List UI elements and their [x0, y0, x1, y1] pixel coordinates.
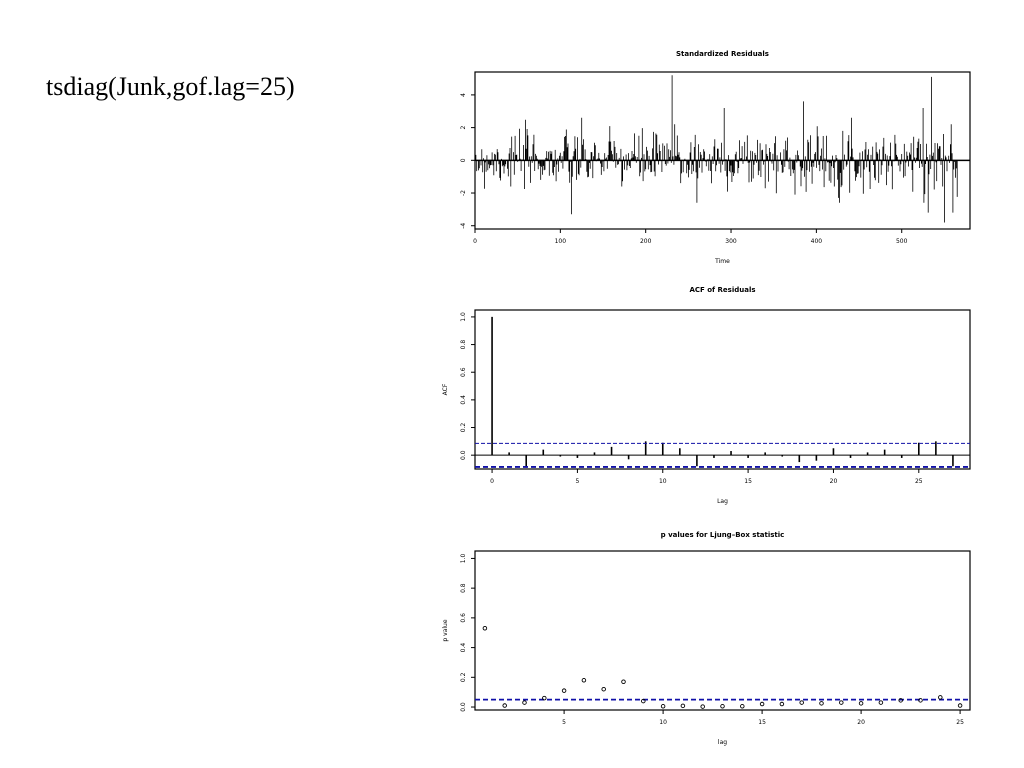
x-tick-label: 20	[857, 719, 865, 726]
y-tick-label: -4	[460, 223, 467, 229]
x-tick-label: 20	[830, 478, 838, 485]
x-tick-label: 25	[956, 719, 964, 726]
p-value-point	[938, 695, 943, 700]
x-tick-label: 0	[473, 238, 477, 245]
y-tick-label: 0.2	[460, 672, 467, 682]
standardized-residuals-panel: Standardized Residuals Time 0 100 200 300 400 5…	[460, 50, 971, 265]
p-value-point	[779, 701, 785, 707]
residual-series	[474, 75, 958, 223]
y-tick-label: 1.0	[460, 312, 467, 322]
p-value-point	[839, 700, 844, 705]
plot-frame	[474, 550, 971, 711]
x-tick-label: 15	[758, 719, 766, 726]
p-value-point	[680, 703, 686, 709]
p-value-point	[819, 701, 824, 706]
y-tick-label: 1.0	[460, 553, 467, 563]
command-text: tsdiag(Junk,gof.lag=25)	[46, 72, 295, 101]
x-tick-label: 5	[562, 719, 566, 726]
x-tick-label: 10	[659, 478, 667, 485]
x-tick-label: 500	[896, 238, 908, 245]
x-tick-label: 400	[811, 238, 823, 245]
x-tick-label: 200	[640, 238, 652, 245]
ljung-box-panel: p values for Ljung–Box statistic lag p val…	[442, 531, 971, 746]
acf-residuals-panel: ACF of Residuals Lag ACF 0 5 10 15 20 25 0.0 0.2 0.…	[442, 286, 971, 505]
p-value-point	[482, 626, 488, 631]
p-value-point	[700, 704, 705, 709]
y-tick-label: 0.8	[460, 340, 467, 350]
x-tick-label: 300	[725, 238, 737, 245]
y-tick-label: -2	[460, 190, 467, 196]
p-value-point	[542, 695, 547, 701]
p-value-point	[561, 688, 567, 693]
y-tick-label: 0.4	[460, 643, 467, 653]
p-value-point	[799, 700, 804, 705]
chart-title: p values for Ljung–Box statistic	[661, 531, 785, 539]
p-value-point	[858, 701, 864, 706]
x-tick-label: 100	[555, 238, 567, 245]
y-tick-label: 4	[460, 93, 467, 97]
p-value-point	[740, 704, 745, 709]
y-tick-label: 0.0	[460, 702, 467, 712]
x-tick-label: 25	[915, 478, 923, 485]
chart-title: Standardized Residuals	[676, 50, 769, 58]
y-tick-label: 2	[460, 126, 467, 130]
y-tick-label: 0.6	[460, 613, 467, 623]
y-tick-label: 0.0	[460, 450, 467, 460]
y-tick-label: 0.6	[460, 367, 467, 377]
p-value-point	[502, 703, 507, 708]
p-value-point	[581, 678, 587, 683]
x-axis-label: lag	[718, 739, 727, 746]
x-tick-label: 5	[575, 478, 579, 485]
y-axis-label: p value	[442, 619, 449, 641]
p-value-point	[660, 704, 666, 709]
y-tick-label: 0.2	[460, 423, 467, 433]
p-value-point	[957, 703, 963, 708]
chart-title: ACF of Residuals	[689, 286, 755, 294]
p-value-point	[878, 700, 884, 705]
y-tick-label: 0	[460, 158, 467, 162]
p-value-point	[918, 698, 923, 703]
y-tick-label: 0.8	[460, 583, 467, 593]
x-tick-label: 15	[744, 478, 752, 485]
p-value-point	[898, 698, 903, 703]
p-value-point	[720, 704, 725, 709]
x-axis-label: Time	[714, 258, 730, 265]
p-value-point	[641, 698, 646, 704]
p-value-point	[601, 686, 606, 692]
plot-frame	[474, 309, 971, 470]
p-value-point	[759, 701, 765, 707]
x-tick-label: 10	[659, 719, 667, 726]
y-axis-label: ACF	[442, 383, 449, 395]
x-axis-label: Lag	[717, 498, 728, 505]
y-tick-label: 0.4	[460, 395, 467, 405]
x-tick-label: 0	[490, 478, 494, 485]
p-value-point	[522, 700, 527, 705]
p-value-point	[621, 679, 626, 685]
